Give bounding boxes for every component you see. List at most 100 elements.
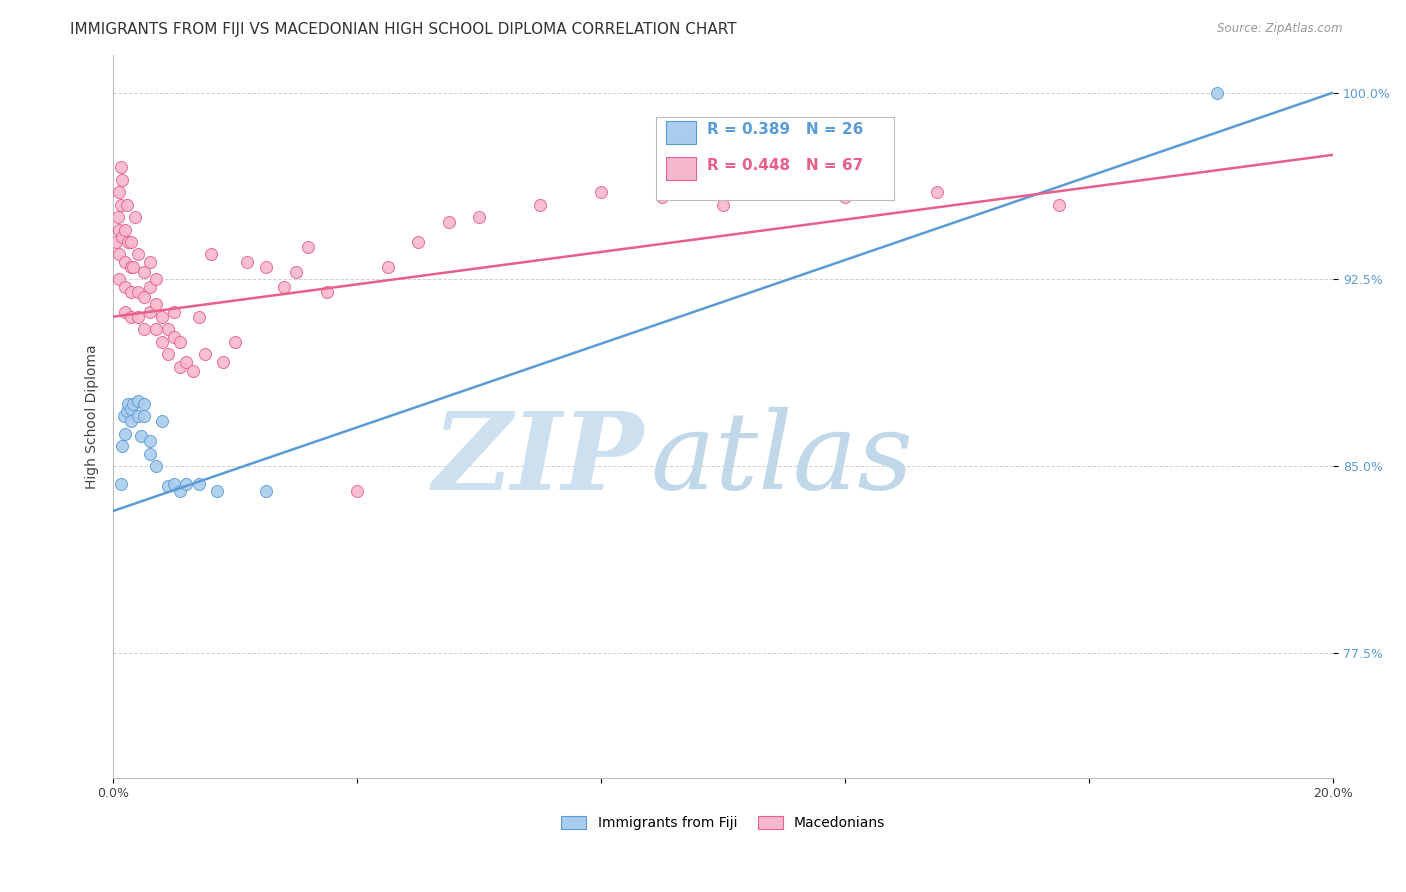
Point	[169, 359, 191, 374]
Point	[254, 260, 277, 274]
Point	[117, 235, 139, 249]
Point	[377, 260, 399, 274]
Point	[111, 172, 134, 186]
Point	[139, 255, 162, 269]
Point	[114, 280, 136, 294]
Point	[121, 285, 143, 299]
Point	[114, 222, 136, 236]
Point	[110, 476, 132, 491]
Text: ZIP: ZIP	[433, 407, 644, 513]
Point	[115, 197, 138, 211]
Point	[1047, 197, 1070, 211]
Point	[406, 235, 429, 249]
Point	[110, 197, 132, 211]
Point	[139, 434, 162, 449]
Point	[529, 197, 551, 211]
Point	[117, 397, 139, 411]
Point	[111, 230, 134, 244]
Point	[114, 304, 136, 318]
Point	[121, 401, 143, 416]
Point	[711, 197, 734, 211]
Point	[187, 310, 209, 324]
Point	[121, 397, 143, 411]
Point	[108, 247, 131, 261]
Text: R = 0.389   N = 26: R = 0.389 N = 26	[707, 122, 863, 137]
Point	[176, 476, 198, 491]
Point	[181, 364, 204, 378]
Point	[121, 260, 143, 274]
Point	[212, 354, 235, 368]
Point	[129, 429, 152, 443]
Point	[132, 397, 155, 411]
Point	[176, 354, 198, 368]
Point	[187, 476, 209, 491]
Point	[145, 459, 167, 474]
Text: IMMIGRANTS FROM FIJI VS MACEDONIAN HIGH SCHOOL DIPLOMA CORRELATION CHART: IMMIGRANTS FROM FIJI VS MACEDONIAN HIGH …	[70, 22, 737, 37]
Point	[273, 280, 295, 294]
Point	[124, 210, 146, 224]
Point	[1206, 86, 1229, 100]
Point	[108, 222, 131, 236]
Point	[236, 255, 259, 269]
Point	[150, 414, 173, 428]
Text: Source: ZipAtlas.com: Source: ZipAtlas.com	[1218, 22, 1343, 36]
Point	[591, 185, 613, 199]
FancyBboxPatch shape	[666, 121, 696, 144]
Point	[139, 447, 162, 461]
Point	[121, 260, 143, 274]
Point	[145, 322, 167, 336]
Point	[163, 476, 186, 491]
Point	[834, 190, 856, 204]
Point	[150, 310, 173, 324]
Point	[121, 414, 143, 428]
Point	[437, 215, 460, 229]
Point	[139, 304, 162, 318]
Point	[132, 265, 155, 279]
Point	[346, 484, 368, 499]
Point	[194, 347, 217, 361]
Point	[169, 484, 191, 499]
Point	[121, 235, 143, 249]
Point	[105, 235, 128, 249]
Point	[121, 310, 143, 324]
Point	[157, 347, 180, 361]
Point	[254, 484, 277, 499]
Point	[132, 290, 155, 304]
Point	[107, 210, 129, 224]
Point	[111, 439, 134, 453]
Text: R = 0.448   N = 67: R = 0.448 N = 67	[707, 158, 863, 173]
Point	[127, 394, 149, 409]
Point	[115, 404, 138, 418]
Point	[108, 185, 131, 199]
Point	[112, 409, 135, 424]
Point	[127, 310, 149, 324]
Y-axis label: High School Diploma: High School Diploma	[86, 344, 100, 489]
Point	[114, 426, 136, 441]
Point	[157, 322, 180, 336]
Point	[139, 280, 162, 294]
FancyBboxPatch shape	[666, 157, 696, 180]
Point	[315, 285, 337, 299]
Point	[169, 334, 191, 349]
Point	[127, 409, 149, 424]
Point	[297, 240, 319, 254]
Point	[651, 190, 673, 204]
Point	[285, 265, 308, 279]
Point	[132, 322, 155, 336]
Point	[127, 247, 149, 261]
Point	[224, 334, 246, 349]
Point	[157, 479, 180, 493]
Point	[925, 185, 948, 199]
Point	[110, 160, 132, 174]
Legend: Immigrants from Fiji, Macedonians: Immigrants from Fiji, Macedonians	[555, 810, 891, 836]
Point	[468, 210, 491, 224]
Point	[108, 272, 131, 286]
Point	[114, 255, 136, 269]
Point	[163, 329, 186, 343]
Point	[145, 272, 167, 286]
Point	[200, 247, 222, 261]
Point	[127, 285, 149, 299]
Point	[132, 409, 155, 424]
Text: atlas: atlas	[650, 407, 912, 512]
Point	[150, 334, 173, 349]
